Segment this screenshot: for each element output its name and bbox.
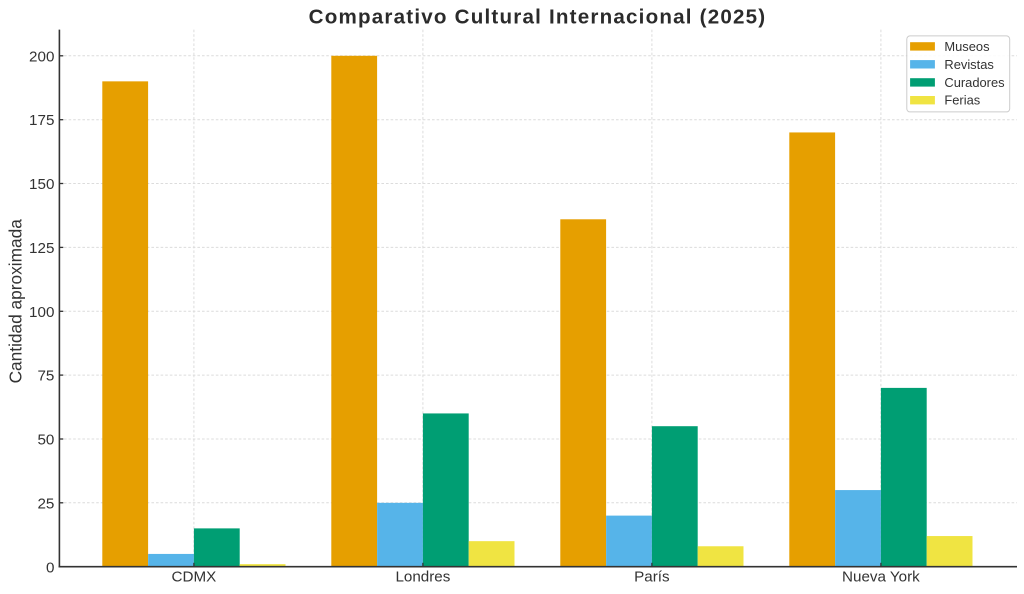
- svg-text:150: 150: [29, 176, 54, 193]
- svg-text:25: 25: [37, 495, 54, 512]
- svg-text:200: 200: [29, 48, 54, 65]
- svg-text:Comparativo Cultural Internaci: Comparativo Cultural Internacional (2025…: [309, 5, 767, 28]
- svg-text:Ferias: Ferias: [944, 93, 980, 108]
- svg-text:100: 100: [29, 304, 54, 321]
- svg-text:Revistas: Revistas: [944, 57, 993, 72]
- svg-text:CDMX: CDMX: [172, 569, 217, 586]
- svg-text:175: 175: [29, 112, 54, 129]
- svg-text:Curadores: Curadores: [944, 75, 1004, 90]
- svg-text:75: 75: [37, 368, 54, 385]
- svg-text:125: 125: [29, 240, 54, 257]
- svg-text:Cantidad aproximada: Cantidad aproximada: [5, 219, 25, 384]
- svg-text:Londres: Londres: [395, 569, 450, 586]
- svg-text:0: 0: [46, 559, 54, 576]
- svg-text:Nueva York: Nueva York: [842, 569, 920, 586]
- svg-text:50: 50: [37, 432, 54, 449]
- svg-text:Museos: Museos: [944, 39, 989, 54]
- svg-text:París: París: [634, 569, 670, 586]
